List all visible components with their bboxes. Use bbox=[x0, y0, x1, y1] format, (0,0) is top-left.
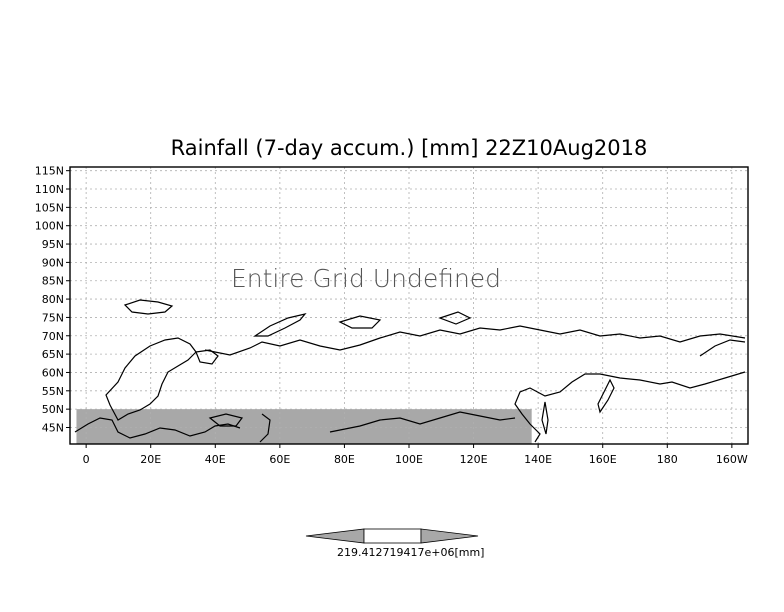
lat-tick-label: 45N bbox=[42, 421, 64, 434]
lat-tick-label: 110N bbox=[35, 183, 64, 196]
coast-alaska bbox=[699, 339, 746, 357]
coast-svalbard bbox=[123, 299, 174, 315]
lat-tick-label: 105N bbox=[35, 201, 64, 214]
lat-tick-label: 80N bbox=[42, 293, 64, 306]
coast-new-siberian bbox=[438, 311, 472, 325]
coastlines bbox=[74, 299, 746, 443]
lon-tick-label: 160W bbox=[716, 453, 748, 466]
lat-tick-label: 65N bbox=[42, 348, 64, 361]
latitude-axis: 115N 110N 105N 100N 95N 90N 85N 80N 75N 70N 65N 60N… bbox=[35, 165, 70, 434]
colorbar-label: 219.412719417e+06[mm] bbox=[337, 546, 484, 559]
coast-caspian bbox=[259, 413, 271, 443]
lat-tick-label: 90N bbox=[42, 256, 64, 269]
lat-tick-label: 50N bbox=[42, 403, 64, 416]
coast-severnaya bbox=[338, 315, 382, 329]
lon-tick-label: 40E bbox=[205, 453, 226, 466]
lat-tick-label: 75N bbox=[42, 311, 64, 324]
map-plot-area bbox=[70, 167, 748, 444]
map-title: Rainfall (7-day accum.) [mm] 22Z10Aug201… bbox=[171, 136, 648, 160]
colorbar-right-triangle bbox=[420, 528, 479, 544]
lat-tick-label: 85N bbox=[42, 275, 64, 288]
lon-tick-label: 0 bbox=[83, 453, 90, 466]
lat-tick-label: 95N bbox=[42, 238, 64, 251]
coast-scandinavia bbox=[105, 337, 197, 421]
lat-tick-label: 100N bbox=[35, 220, 64, 233]
lon-tick-label: 100E bbox=[395, 453, 423, 466]
lat-tick-label: 60N bbox=[42, 366, 64, 379]
lon-tick-label: 160E bbox=[589, 453, 617, 466]
colorbar: 219.412719417e+06[mm] bbox=[305, 528, 484, 559]
shaded-region bbox=[76, 409, 532, 444]
lon-tick-label: 60E bbox=[269, 453, 290, 466]
lon-tick-label: 80E bbox=[334, 453, 355, 466]
lon-tick-label: 120E bbox=[460, 453, 488, 466]
lat-tick-label: 70N bbox=[42, 330, 64, 343]
coast-europe-south bbox=[74, 417, 241, 439]
coast-black-sea bbox=[208, 413, 244, 427]
lat-tick-label: 115N bbox=[35, 165, 64, 178]
coast-arctic-russia bbox=[204, 325, 746, 356]
gridlines bbox=[70, 167, 748, 444]
coast-far-east bbox=[514, 371, 746, 443]
longitude-axis: 0 20E 40E 60E 80E 100E 120E 140E 160E 180 160W bbox=[83, 444, 748, 466]
colorbar-left-triangle bbox=[305, 528, 365, 544]
border-asia bbox=[329, 411, 516, 433]
colorbar-box bbox=[363, 528, 422, 544]
lat-tick-label: 55N bbox=[42, 385, 64, 398]
lon-tick-label: 140E bbox=[524, 453, 552, 466]
coast-sakhalin bbox=[541, 401, 549, 435]
lon-tick-label: 20E bbox=[140, 453, 161, 466]
lon-tick-label: 180 bbox=[657, 453, 678, 466]
undefined-grid-message: Entire Grid Undefined bbox=[231, 264, 501, 293]
coast-kamchatka bbox=[597, 378, 615, 414]
coast-novaya-zemlya bbox=[253, 313, 307, 337]
